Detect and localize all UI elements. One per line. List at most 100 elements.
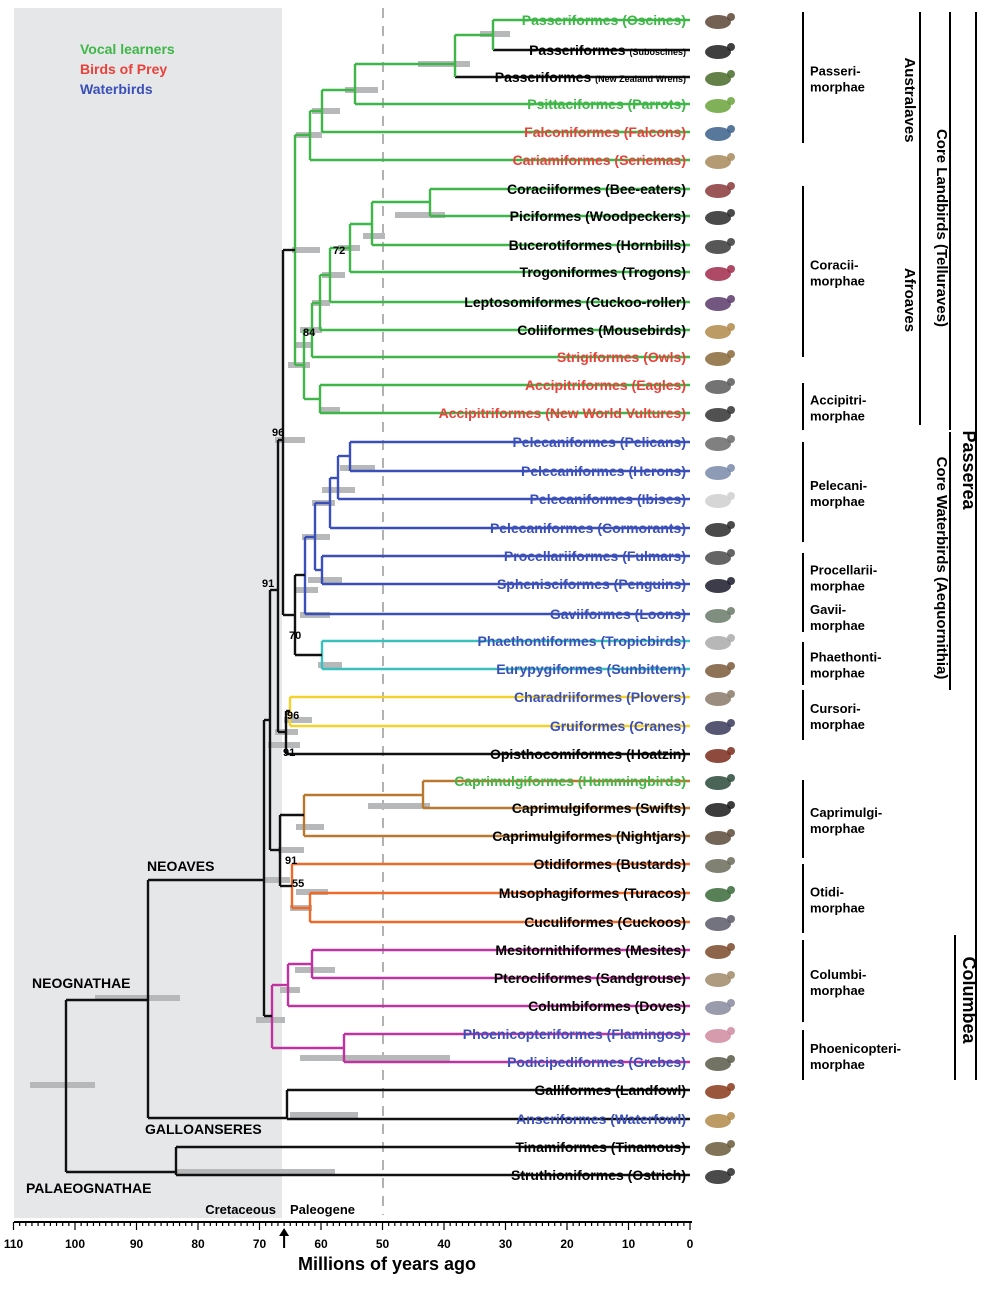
taxon-common-name: (Doves) xyxy=(635,998,686,1014)
taxon-common-name: (Swifts) xyxy=(635,800,686,816)
taxon-common-name: (Parrots) xyxy=(628,96,686,112)
taxon-label: Pelecaniformes (Pelicans) xyxy=(512,434,686,450)
taxon-common-name: (Ostrich) xyxy=(628,1167,686,1183)
bird-silhouette-icon xyxy=(705,1142,731,1156)
taxon-order: Columbiformes xyxy=(528,998,635,1014)
taxon-label: Procellariiformes (Fulmars) xyxy=(504,548,686,564)
bird-silhouette-icon xyxy=(727,719,735,727)
clade-name: Gavii- xyxy=(810,602,846,617)
taxon-label: Pelecaniformes (Ibises) xyxy=(530,491,686,507)
bird-silhouette-icon xyxy=(705,551,731,565)
taxon-order: Pelecaniformes xyxy=(521,463,628,479)
supergroup-brackets xyxy=(919,12,977,1080)
bird-silhouette-icon xyxy=(705,609,731,623)
taxon-order: Psittaciformes xyxy=(527,96,627,112)
confidence-interval-bar xyxy=(296,587,318,593)
group-label-palaeognathae: PALAEOGNATHAE xyxy=(26,1180,151,1196)
taxon-label: Otidiformes (Bustards) xyxy=(534,856,686,872)
bird-silhouette-icon xyxy=(705,749,731,763)
taxon-label: Mesitornithiformes (Mesites) xyxy=(495,942,686,958)
taxon-order: Pelecaniformes xyxy=(512,434,619,450)
bird-silhouette-icon xyxy=(705,15,731,29)
group-label-neognathae: NEOGNATHAE xyxy=(32,975,131,991)
node-support-value: 91 xyxy=(285,855,297,867)
confidence-interval-bar xyxy=(268,742,300,748)
bird-silhouette-icon xyxy=(705,380,731,394)
taxon-common-name: (Ibises) xyxy=(637,491,686,507)
taxon-label: Strigiformes (Owls) xyxy=(557,349,686,365)
period-paleogene: Paleogene xyxy=(290,1202,355,1217)
kpg-boundary-arrow xyxy=(279,1228,290,1248)
bird-silhouette-icon xyxy=(705,831,731,845)
bird-silhouette-icon xyxy=(727,209,735,217)
taxon-common-name: (Pelicans) xyxy=(620,434,686,450)
axis-tick-label: 90 xyxy=(130,1237,144,1251)
bird-silhouette-icon xyxy=(727,125,735,133)
bird-silhouette-icon xyxy=(705,1001,731,1015)
taxon-label: Cuculiformes (Cuckoos) xyxy=(524,914,686,930)
bird-silhouette-icon xyxy=(727,464,735,472)
taxon-order: Sphenisciformes xyxy=(497,576,614,592)
taxon-common-name: (Suboscines) xyxy=(629,47,686,57)
bird-silhouette-icon xyxy=(705,352,731,366)
taxon-common-name: (Oscines) xyxy=(622,12,686,28)
bird-silhouette-icon xyxy=(727,915,735,923)
node-support-value: 70 xyxy=(289,630,301,642)
clade-name: Coracii- xyxy=(810,258,858,273)
taxon-order: Charadriiformes xyxy=(514,689,626,705)
taxon-common-name: (Falcons) xyxy=(624,124,686,140)
bird-silhouette-icon xyxy=(727,634,735,642)
taxon-label: Caprimulgiformes (Swifts) xyxy=(512,800,686,816)
taxon-order: Pterocliformes xyxy=(494,970,596,986)
supergroup-core-waterbirds: Core Waterbirds (Aequornithia) xyxy=(933,457,950,680)
taxon-label: Musophagiformes (Turacos) xyxy=(499,885,686,901)
axis-tick-label: 20 xyxy=(560,1237,574,1251)
taxon-label: Pelecaniformes (Herons) xyxy=(521,463,686,479)
taxon-common-name: (Herons) xyxy=(628,463,686,479)
taxon-common-name: (Cranes) xyxy=(629,718,686,734)
taxon-label: Struthioniformes (Ostrich) xyxy=(511,1167,686,1183)
confidence-interval-bar xyxy=(95,995,180,1001)
taxon-order: Caprimulgiformes xyxy=(492,828,616,844)
confidence-interval-bar xyxy=(340,465,375,471)
taxon-label: Coraciiformes (Bee-eaters) xyxy=(507,181,686,197)
bird-silhouette-icon xyxy=(705,1085,731,1099)
bird-silhouette-icon xyxy=(705,803,731,817)
bird-silhouette-icon xyxy=(727,492,735,500)
node-support-value: 72 xyxy=(333,245,345,257)
bird-silhouette-icon xyxy=(705,99,731,113)
taxon-label: Pterocliformes (Sandgrouse) xyxy=(494,970,686,986)
taxon-order: Mesitornithiformes xyxy=(495,942,625,958)
confidence-interval-bar xyxy=(368,803,430,809)
confidence-interval-bar xyxy=(278,847,304,853)
taxon-order: Struthioniformes xyxy=(511,1167,628,1183)
bird-silhouette-icon xyxy=(727,577,735,585)
node-support-value: 91 xyxy=(262,578,274,590)
axis-tick-label: 60 xyxy=(314,1237,328,1251)
bird-silhouette-icon xyxy=(727,13,735,21)
bird-silhouette-icon xyxy=(705,466,731,480)
bird-silhouette-icon xyxy=(705,1029,731,1043)
bird-silhouette-icon xyxy=(727,549,735,557)
bird-silhouette-icon xyxy=(727,1140,735,1148)
taxon-label: Pelecaniformes (Cormorants) xyxy=(490,520,686,536)
taxon-label: Bucerotiformes (Hornbills) xyxy=(509,237,686,253)
bird-silhouette-icon xyxy=(705,1114,731,1128)
confidence-interval-bar xyxy=(312,108,340,114)
confidence-interval-bar xyxy=(363,233,385,239)
bird-silhouette-icon xyxy=(727,378,735,386)
taxon-common-name: (Hoatzin) xyxy=(626,746,686,762)
taxon-common-name: (Tinamous) xyxy=(611,1139,686,1155)
bird-silhouette-icon xyxy=(705,127,731,141)
taxon-common-name: (Hummingbirds) xyxy=(578,773,686,789)
taxon-label: Eurypygiformes (Sunbittern) xyxy=(496,661,686,677)
clade-name: Passeri- xyxy=(810,64,861,79)
taxon-order: Cuculiformes xyxy=(524,914,617,930)
confidence-interval-bar xyxy=(295,967,335,973)
taxon-order: Gaviiformes xyxy=(550,606,635,622)
taxon-label: Phaethontiformes (Tropicbirds) xyxy=(478,633,686,649)
clade-name: Phoenicopteri- xyxy=(810,1041,901,1056)
supergroup-core-landbirds: Core Landbirds (Telluraves) xyxy=(933,129,950,327)
taxon-common-name: (Landfowl) xyxy=(615,1082,686,1098)
clade-name: Accipitri- xyxy=(810,393,866,408)
